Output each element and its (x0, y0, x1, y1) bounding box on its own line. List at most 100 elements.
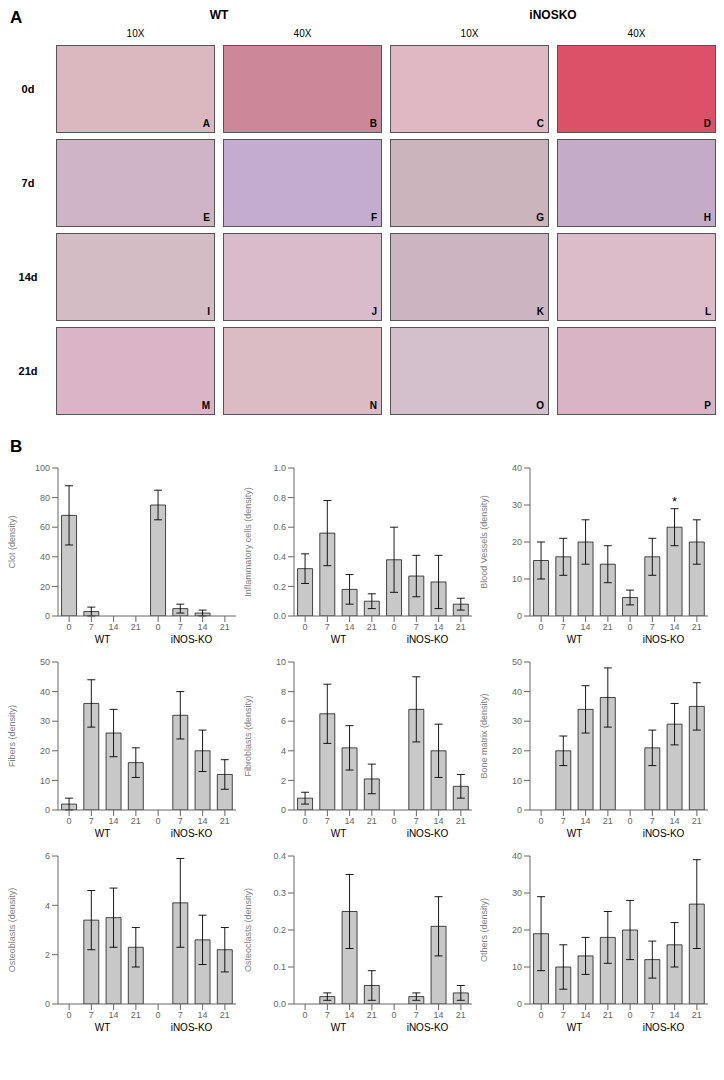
svg-text:14: 14 (581, 622, 591, 632)
svg-text:30: 30 (512, 716, 522, 726)
svg-text:0: 0 (539, 1010, 544, 1020)
svg-text:Osteoblasts (density): Osteoblasts (density) (8, 888, 17, 973)
svg-text:0.2: 0.2 (273, 925, 286, 935)
svg-text:Fibers (density): Fibers (density) (8, 705, 17, 767)
svg-text:14: 14 (670, 1010, 680, 1020)
svg-text:Blood Vessels (density): Blood Vessels (density) (480, 495, 489, 589)
svg-text:0.1: 0.1 (273, 962, 286, 972)
svg-text:Bone matrix (density): Bone matrix (density) (480, 693, 489, 778)
svg-text:7: 7 (650, 1010, 655, 1020)
svg-text:0: 0 (392, 622, 397, 632)
svg-text:0.8: 0.8 (273, 493, 286, 503)
svg-text:40: 40 (512, 851, 522, 861)
svg-text:0: 0 (45, 611, 50, 621)
svg-text:40: 40 (40, 687, 50, 697)
svg-text:21: 21 (131, 816, 141, 826)
svg-text:0.4: 0.4 (273, 851, 286, 861)
svg-text:10: 10 (512, 962, 522, 972)
svg-text:0: 0 (392, 816, 397, 826)
svg-text:7: 7 (414, 816, 419, 826)
svg-text:6: 6 (281, 716, 286, 726)
svg-text:7: 7 (414, 1010, 419, 1020)
svg-text:14: 14 (345, 622, 355, 632)
svg-text:2: 2 (45, 950, 50, 960)
svg-text:21: 21 (603, 1010, 613, 1020)
svg-text:7: 7 (178, 622, 183, 632)
svg-text:100: 100 (35, 463, 50, 473)
svg-text:0.4: 0.4 (273, 552, 286, 562)
svg-text:14: 14 (434, 1010, 444, 1020)
svg-text:0: 0 (303, 622, 308, 632)
svg-text:0: 0 (628, 816, 633, 826)
svg-text:7: 7 (178, 816, 183, 826)
svg-text:10: 10 (40, 776, 50, 786)
svg-text:6: 6 (45, 851, 50, 861)
svg-text:40: 40 (40, 552, 50, 562)
svg-text:20: 20 (512, 746, 522, 756)
svg-text:21: 21 (131, 622, 141, 632)
svg-text:*: * (672, 494, 677, 509)
svg-text:40: 40 (512, 687, 522, 697)
svg-text:14: 14 (345, 1010, 355, 1020)
svg-text:Clot (density): Clot (density) (8, 515, 17, 568)
svg-text:0.2: 0.2 (273, 582, 286, 592)
svg-text:1.0: 1.0 (273, 463, 286, 473)
svg-text:7: 7 (178, 1010, 183, 1020)
svg-text:0.0: 0.0 (273, 611, 286, 621)
svg-text:Fibroblasts (density): Fibroblasts (density) (244, 695, 253, 776)
svg-text:0: 0 (67, 816, 72, 826)
svg-text:Osteoclasts (density): Osteoclasts (density) (244, 888, 253, 972)
svg-text:80: 80 (40, 493, 50, 503)
svg-text:21: 21 (220, 816, 230, 826)
svg-text:2: 2 (281, 776, 286, 786)
svg-text:10: 10 (512, 574, 522, 584)
svg-text:21: 21 (367, 1010, 377, 1020)
svg-text:7: 7 (650, 622, 655, 632)
svg-text:21: 21 (367, 622, 377, 632)
svg-text:50: 50 (40, 657, 50, 667)
svg-text:21: 21 (692, 1010, 702, 1020)
svg-text:30: 30 (40, 716, 50, 726)
svg-text:7: 7 (325, 1010, 330, 1020)
svg-text:21: 21 (603, 622, 613, 632)
svg-text:30: 30 (512, 500, 522, 510)
svg-text:0.0: 0.0 (273, 999, 286, 1009)
svg-text:0: 0 (156, 816, 161, 826)
svg-text:0: 0 (517, 999, 522, 1009)
svg-text:14: 14 (109, 816, 119, 826)
svg-text:7: 7 (89, 816, 94, 826)
svg-text:4: 4 (281, 746, 286, 756)
svg-text:0: 0 (517, 805, 522, 815)
svg-text:10: 10 (276, 657, 286, 667)
svg-text:50: 50 (512, 657, 522, 667)
svg-text:7: 7 (89, 1010, 94, 1020)
svg-text:14: 14 (198, 622, 208, 632)
svg-text:0.6: 0.6 (273, 522, 286, 532)
svg-text:20: 20 (512, 537, 522, 547)
svg-text:21: 21 (220, 1010, 230, 1020)
svg-text:21: 21 (603, 816, 613, 826)
svg-text:0: 0 (156, 622, 161, 632)
svg-text:40: 40 (512, 463, 522, 473)
svg-text:0: 0 (156, 1010, 161, 1020)
svg-text:14: 14 (109, 622, 119, 632)
svg-text:7: 7 (561, 622, 566, 632)
svg-text:14: 14 (345, 816, 355, 826)
svg-text:14: 14 (434, 622, 444, 632)
svg-text:0: 0 (539, 816, 544, 826)
svg-text:14: 14 (109, 1010, 119, 1020)
svg-text:20: 20 (40, 582, 50, 592)
svg-text:60: 60 (40, 522, 50, 532)
svg-text:7: 7 (89, 622, 94, 632)
svg-text:20: 20 (40, 746, 50, 756)
svg-text:14: 14 (198, 1010, 208, 1020)
svg-text:Inflammatory cells (density): Inflammatory cells (density) (244, 487, 253, 597)
svg-text:21: 21 (220, 622, 230, 632)
svg-text:8: 8 (281, 687, 286, 697)
svg-text:0: 0 (517, 611, 522, 621)
svg-text:14: 14 (670, 622, 680, 632)
svg-text:21: 21 (456, 1010, 466, 1020)
svg-text:21: 21 (131, 1010, 141, 1020)
svg-text:20: 20 (512, 925, 522, 935)
svg-text:14: 14 (670, 816, 680, 826)
